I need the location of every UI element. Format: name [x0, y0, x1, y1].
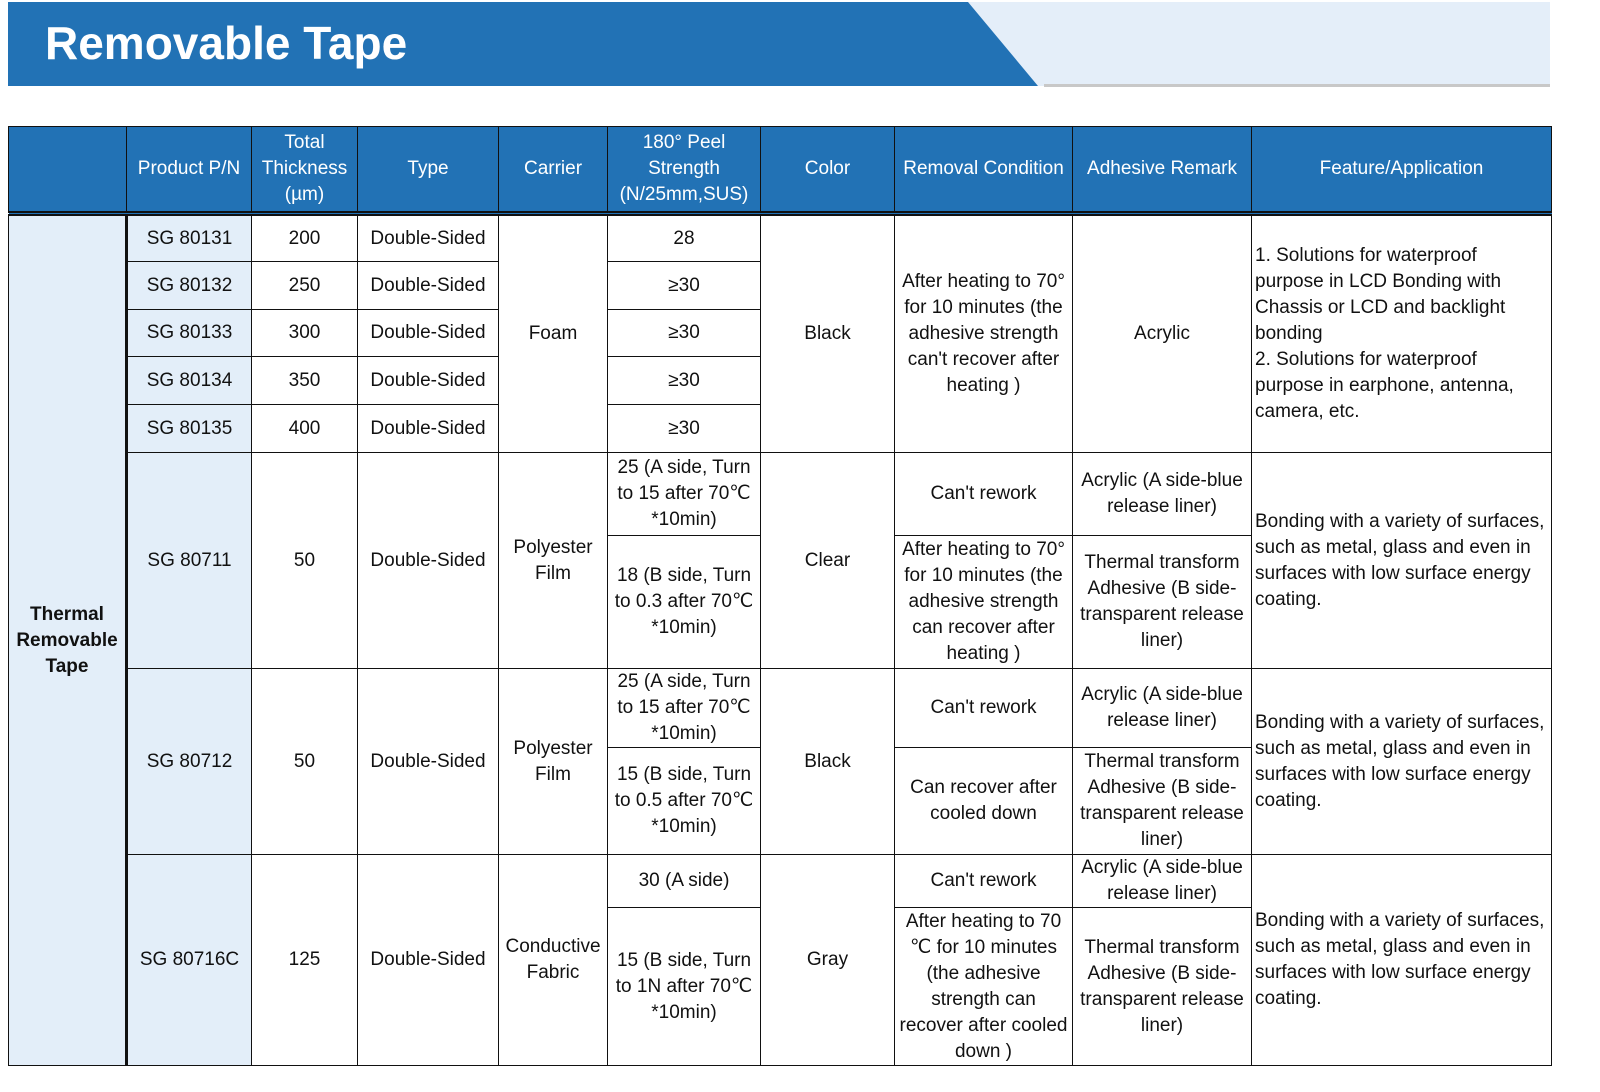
table-row: Thermal Removable Tape SG 80131 200 Doub…	[8, 213, 1552, 1066]
color-cell: Gray	[760, 854, 895, 1066]
table-row: SG 80712 50 Double-Sided Polyester Film …	[9, 668, 1552, 855]
thickness-cell: 300	[251, 309, 358, 357]
feature-cell: Bonding with a variety of surfaces, such…	[1251, 452, 1552, 669]
peel-cell: 25 (A side, Turn to 15 after 70℃ *10min)	[607, 452, 761, 536]
header-carrier: Carrier	[498, 126, 608, 216]
adhesive-cell: Thermal transform Adhesive (B side-trans…	[1072, 747, 1252, 855]
peel-cell: ≥30	[607, 356, 761, 405]
type-cell: Double-Sided	[357, 309, 499, 357]
pn-cell: SG 80716C	[126, 854, 252, 1066]
pn-cell: SG 80135	[126, 404, 252, 453]
feature-cell: 1. Solutions for waterproof purpose in L…	[1251, 213, 1552, 453]
type-cell: Double-Sided	[357, 854, 499, 1066]
type-cell: Double-Sided	[357, 404, 499, 453]
header-type: Type	[357, 126, 499, 216]
adhesive-cell: Acrylic (A side-blue release liner)	[1072, 668, 1252, 748]
table-row: SG 80133 300 Double-Sided ≥30	[9, 309, 1552, 357]
thickness-cell: 50	[251, 452, 358, 669]
table-row: 15 (B side, Turn to 0.5 after 70℃ *10min…	[9, 747, 1552, 855]
feature-cell: Bonding with a variety of surfaces, such…	[1251, 668, 1552, 855]
table-row: SG 80711 50 Double-Sided Polyester Film …	[9, 452, 1552, 669]
adhesive-cell: Acrylic	[1072, 213, 1252, 453]
header-adhesive: Adhesive Remark	[1072, 126, 1252, 216]
thickness-cell: 350	[251, 356, 358, 405]
peel-cell: ≥30	[607, 261, 761, 310]
pn-cell: SG 80134	[126, 356, 252, 405]
header-removal: Removal Condition	[894, 126, 1073, 216]
removal-cell: After heating to 70° for 10 minutes (the…	[894, 213, 1073, 453]
removal-cell: Can recover after cooled down	[894, 747, 1073, 855]
adhesive-cell: Thermal transform Adhesive (B side-trans…	[1072, 907, 1252, 1066]
peel-cell: ≥30	[607, 404, 761, 453]
pn-cell: SG 80132	[126, 261, 252, 310]
carrier-cell: Polyester Film	[498, 668, 608, 855]
color-cell: Black	[760, 213, 895, 453]
removal-cell: Can't rework	[894, 854, 1073, 908]
type-cell: Double-Sided	[357, 452, 499, 669]
removal-cell: Can't rework	[894, 668, 1073, 748]
table-row: 15 (B side, Turn to 1N after 70℃ *10min)…	[9, 907, 1552, 1066]
peel-cell: 15 (B side, Turn to 1N after 70℃ *10min)	[607, 907, 761, 1066]
title-banner: Removable Tape	[8, 2, 1550, 87]
removal-cell: After heating to 70° for 10 minutes (the…	[894, 535, 1073, 669]
thickness-cell: 50	[251, 668, 358, 855]
header-thickness: Total Thickness (µm)	[251, 126, 358, 216]
color-cell: Clear	[760, 452, 895, 669]
pn-cell: SG 80712	[126, 668, 252, 855]
table-row: SG 80134 350 Double-Sided ≥30	[9, 356, 1552, 405]
table-row: 18 (B side, Turn to 0.3 after 70℃ *10min…	[9, 535, 1552, 669]
peel-cell: 30 (A side)	[607, 854, 761, 908]
type-cell: Double-Sided	[357, 356, 499, 405]
thickness-cell: 250	[251, 261, 358, 310]
peel-cell: 28	[607, 213, 761, 262]
peel-cell: ≥30	[607, 309, 761, 357]
removal-cell: After heating to 70 ℃ for 10 minutes (th…	[894, 907, 1073, 1066]
header-feature: Feature/Application	[1251, 126, 1552, 216]
header-peel: 180° Peel Strength (N/25mm,SUS)	[607, 126, 761, 216]
type-cell: Double-Sided	[357, 668, 499, 855]
adhesive-cell: Thermal transform Adhesive (B side-trans…	[1072, 535, 1252, 669]
carrier-cell: Foam	[498, 213, 608, 453]
type-cell: Double-Sided	[357, 213, 499, 262]
peel-cell: 25 (A side, Turn to 15 after 70℃ *10min)	[607, 668, 761, 748]
page-title: Removable Tape	[45, 17, 408, 69]
color-cell: Black	[760, 668, 895, 855]
peel-cell: 15 (B side, Turn to 0.5 after 70℃ *10min…	[607, 747, 761, 855]
removal-cell: Can't rework	[894, 452, 1073, 536]
thickness-cell: 400	[251, 404, 358, 453]
pn-cell: SG 80133	[126, 309, 252, 357]
banner-shadow	[1044, 84, 1550, 87]
table-row: SG 80716C 125 Double-Sided Conductive Fa…	[9, 854, 1552, 1066]
thickness-cell: 200	[251, 213, 358, 262]
header-pn: Product P/N	[126, 126, 252, 216]
adhesive-cell: Acrylic (A side-blue release liner)	[1072, 854, 1252, 908]
banner-blue-band	[8, 2, 1038, 86]
pn-cell: SG 80711	[126, 452, 252, 669]
table-row: SG 80135 400 Double-Sided ≥30	[9, 404, 1552, 453]
header-row: Product P/N Total Thickness (µm) Type Ca…	[8, 126, 1552, 216]
table-row: SG 80132 250 Double-Sided ≥30	[9, 261, 1552, 310]
feature-cell: Bonding with a variety of surfaces, such…	[1251, 854, 1552, 1066]
peel-cell: 18 (B side, Turn to 0.3 after 70℃ *10min…	[607, 535, 761, 669]
thickness-cell: 125	[251, 854, 358, 1066]
group-label: Thermal Removable Tape	[8, 213, 128, 1066]
header-group	[8, 126, 127, 216]
type-cell: Double-Sided	[357, 261, 499, 310]
product-table: Product P/N Total Thickness (µm) Type Ca…	[8, 126, 1552, 1066]
adhesive-cell: Acrylic (A side-blue release liner)	[1072, 452, 1252, 536]
carrier-cell: Conductive Fabric	[498, 854, 608, 1066]
pn-cell: SG 80131	[126, 213, 252, 262]
carrier-cell: Polyester Film	[498, 452, 608, 669]
header-color: Color	[760, 126, 895, 216]
